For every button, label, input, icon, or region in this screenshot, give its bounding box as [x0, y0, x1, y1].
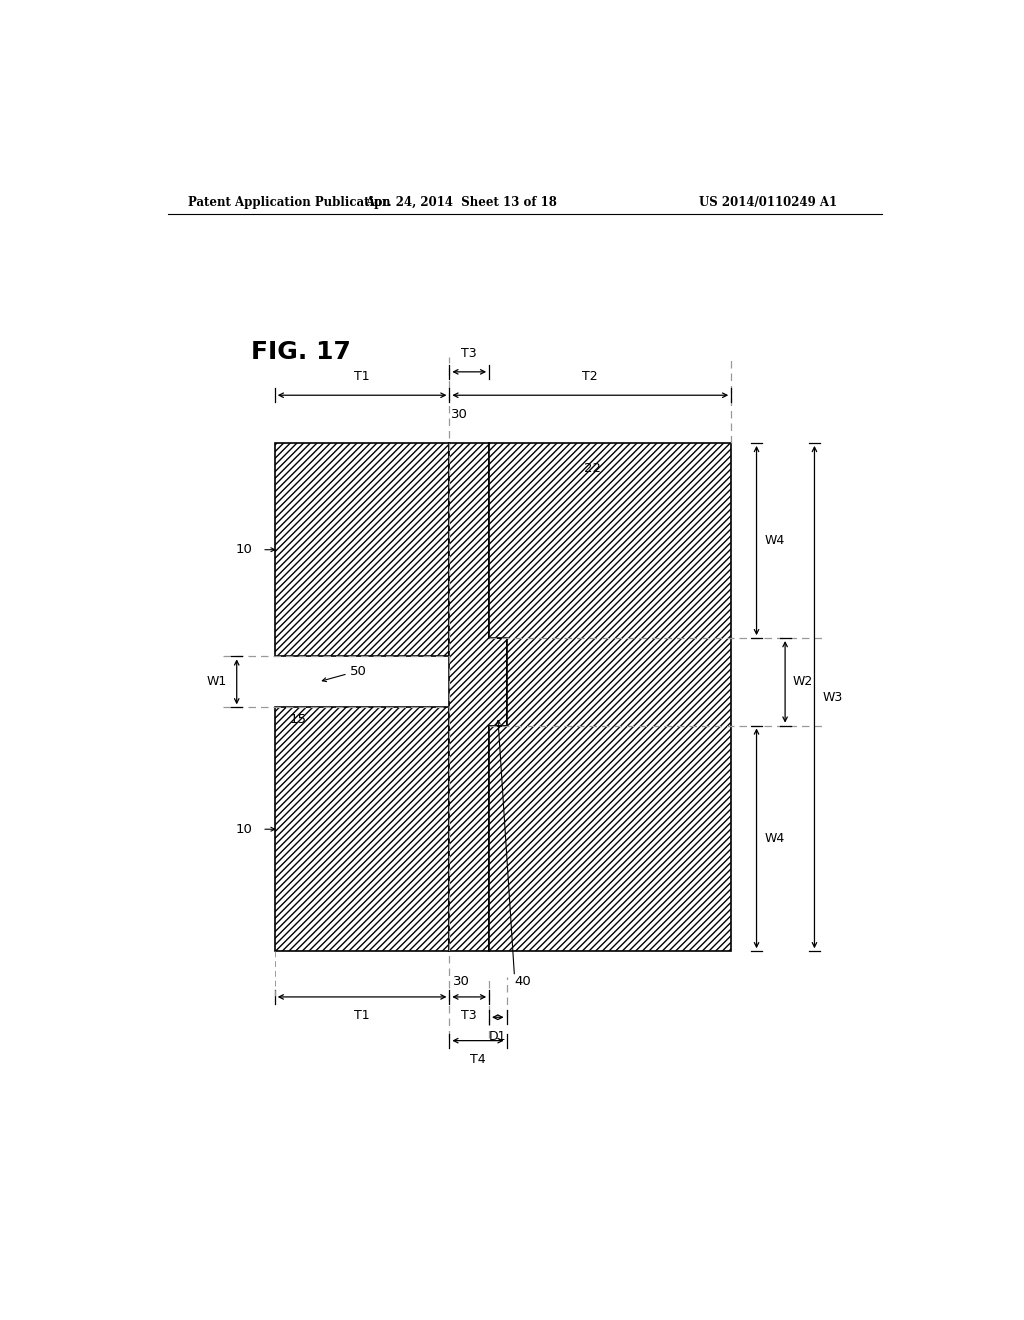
- Text: 40: 40: [514, 975, 531, 989]
- Text: 50: 50: [350, 665, 367, 678]
- Text: 10: 10: [236, 544, 253, 556]
- Text: T1: T1: [354, 370, 370, 383]
- Text: T4: T4: [470, 1053, 485, 1067]
- Text: US 2014/0110249 A1: US 2014/0110249 A1: [699, 195, 838, 209]
- Text: 15: 15: [289, 713, 306, 726]
- Text: 30: 30: [451, 408, 468, 421]
- Text: W1: W1: [207, 676, 227, 688]
- Text: W4: W4: [765, 832, 784, 845]
- Text: Apr. 24, 2014  Sheet 13 of 18: Apr. 24, 2014 Sheet 13 of 18: [366, 195, 557, 209]
- Text: T2: T2: [583, 370, 598, 383]
- Text: T3: T3: [462, 347, 477, 359]
- Text: W2: W2: [793, 676, 813, 688]
- Polygon shape: [274, 444, 450, 656]
- Text: 10: 10: [236, 822, 253, 836]
- Text: W3: W3: [822, 690, 843, 704]
- Text: D1: D1: [489, 1030, 507, 1043]
- Polygon shape: [489, 444, 731, 952]
- Text: FIG. 17: FIG. 17: [251, 339, 351, 363]
- Text: T3: T3: [462, 1010, 477, 1022]
- Text: T1: T1: [354, 1010, 370, 1022]
- Text: W4: W4: [765, 535, 784, 546]
- Text: Patent Application Publication: Patent Application Publication: [187, 195, 390, 209]
- Text: 22: 22: [585, 462, 601, 475]
- Polygon shape: [274, 708, 450, 952]
- Text: 30: 30: [454, 975, 470, 989]
- Polygon shape: [450, 444, 507, 952]
